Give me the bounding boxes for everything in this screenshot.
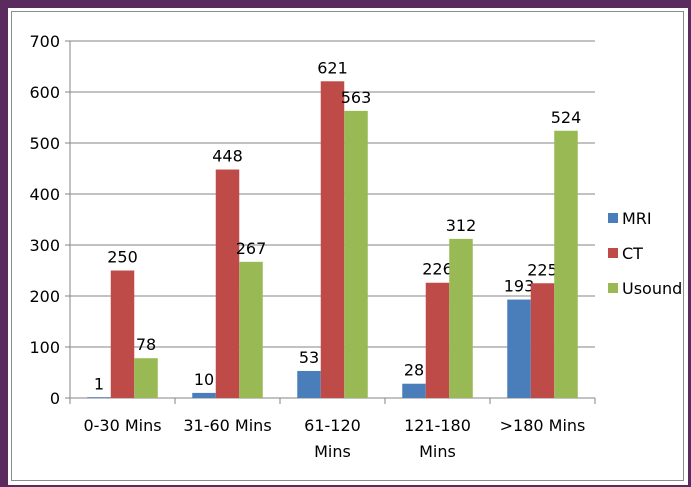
- category-label: 61-120 Mins: [304, 416, 361, 461]
- y-tick-label: 400: [29, 185, 60, 204]
- legend-swatch-ct: [608, 248, 618, 258]
- y-tick-label: 0: [50, 389, 60, 408]
- data-label: 10: [194, 370, 214, 389]
- y-tick-label: 500: [29, 134, 60, 153]
- data-label: 28: [404, 361, 424, 380]
- legend-label-usound: Usound: [622, 279, 682, 298]
- legend-swatch-mri: [608, 213, 618, 223]
- bar-mri: [507, 299, 531, 398]
- legend-label-mri: MRI: [622, 209, 652, 228]
- category-label: >180 Mins: [500, 416, 586, 435]
- bar-ct: [530, 283, 555, 398]
- bar-ct: [215, 169, 240, 398]
- bar-mri: [192, 392, 216, 398]
- bar-mri: [297, 370, 321, 398]
- category-label: 0-30 Mins: [83, 416, 161, 435]
- data-label: 250: [107, 248, 138, 267]
- bar-usound: [239, 261, 263, 398]
- bar-ct: [110, 270, 135, 398]
- data-label: 53: [299, 348, 319, 367]
- chart-frame: 0 100 200 300 400 500 600 700 1 250 78 0-30 Mins 10 4…: [8, 8, 688, 485]
- chart-panel: 0 100 200 300 400 500 600 700 1 250 78 0-30 Mins 10 4…: [11, 11, 684, 481]
- data-label: 312: [446, 216, 477, 235]
- bar-mri: [402, 383, 426, 398]
- y-tick-label: 600: [29, 83, 60, 102]
- data-label: 448: [212, 147, 243, 166]
- data-label: 225: [527, 260, 558, 279]
- data-label: 78: [136, 335, 156, 354]
- y-tick-label: 100: [29, 338, 60, 357]
- bar-chart: 0 100 200 300 400 500 600 700 1 250 78 0-30 Mins 10 4…: [29, 32, 682, 461]
- bar-ct: [320, 81, 345, 398]
- legend-label-ct: CT: [622, 244, 643, 263]
- legend-swatch-usound: [608, 283, 618, 293]
- bar-ct: [425, 282, 450, 398]
- data-label: 563: [341, 88, 372, 107]
- y-tick-label: 700: [29, 32, 60, 51]
- y-tick-label: 300: [29, 236, 60, 255]
- category-label: 31-60 Mins: [183, 416, 271, 435]
- bar-usound: [554, 130, 578, 398]
- data-label: 1: [94, 374, 104, 393]
- bar-usound: [449, 238, 473, 398]
- y-tick-label: 200: [29, 287, 60, 306]
- bar-usound: [134, 358, 158, 398]
- bar-usound: [344, 110, 368, 399]
- bar-mri: [87, 397, 111, 398]
- data-label: 621: [317, 58, 348, 77]
- data-label: 267: [236, 239, 267, 258]
- data-label: 193: [504, 277, 535, 296]
- data-label: 226: [422, 260, 453, 279]
- data-label: 524: [551, 108, 582, 127]
- category-label: 121-180 Mins: [404, 416, 471, 461]
